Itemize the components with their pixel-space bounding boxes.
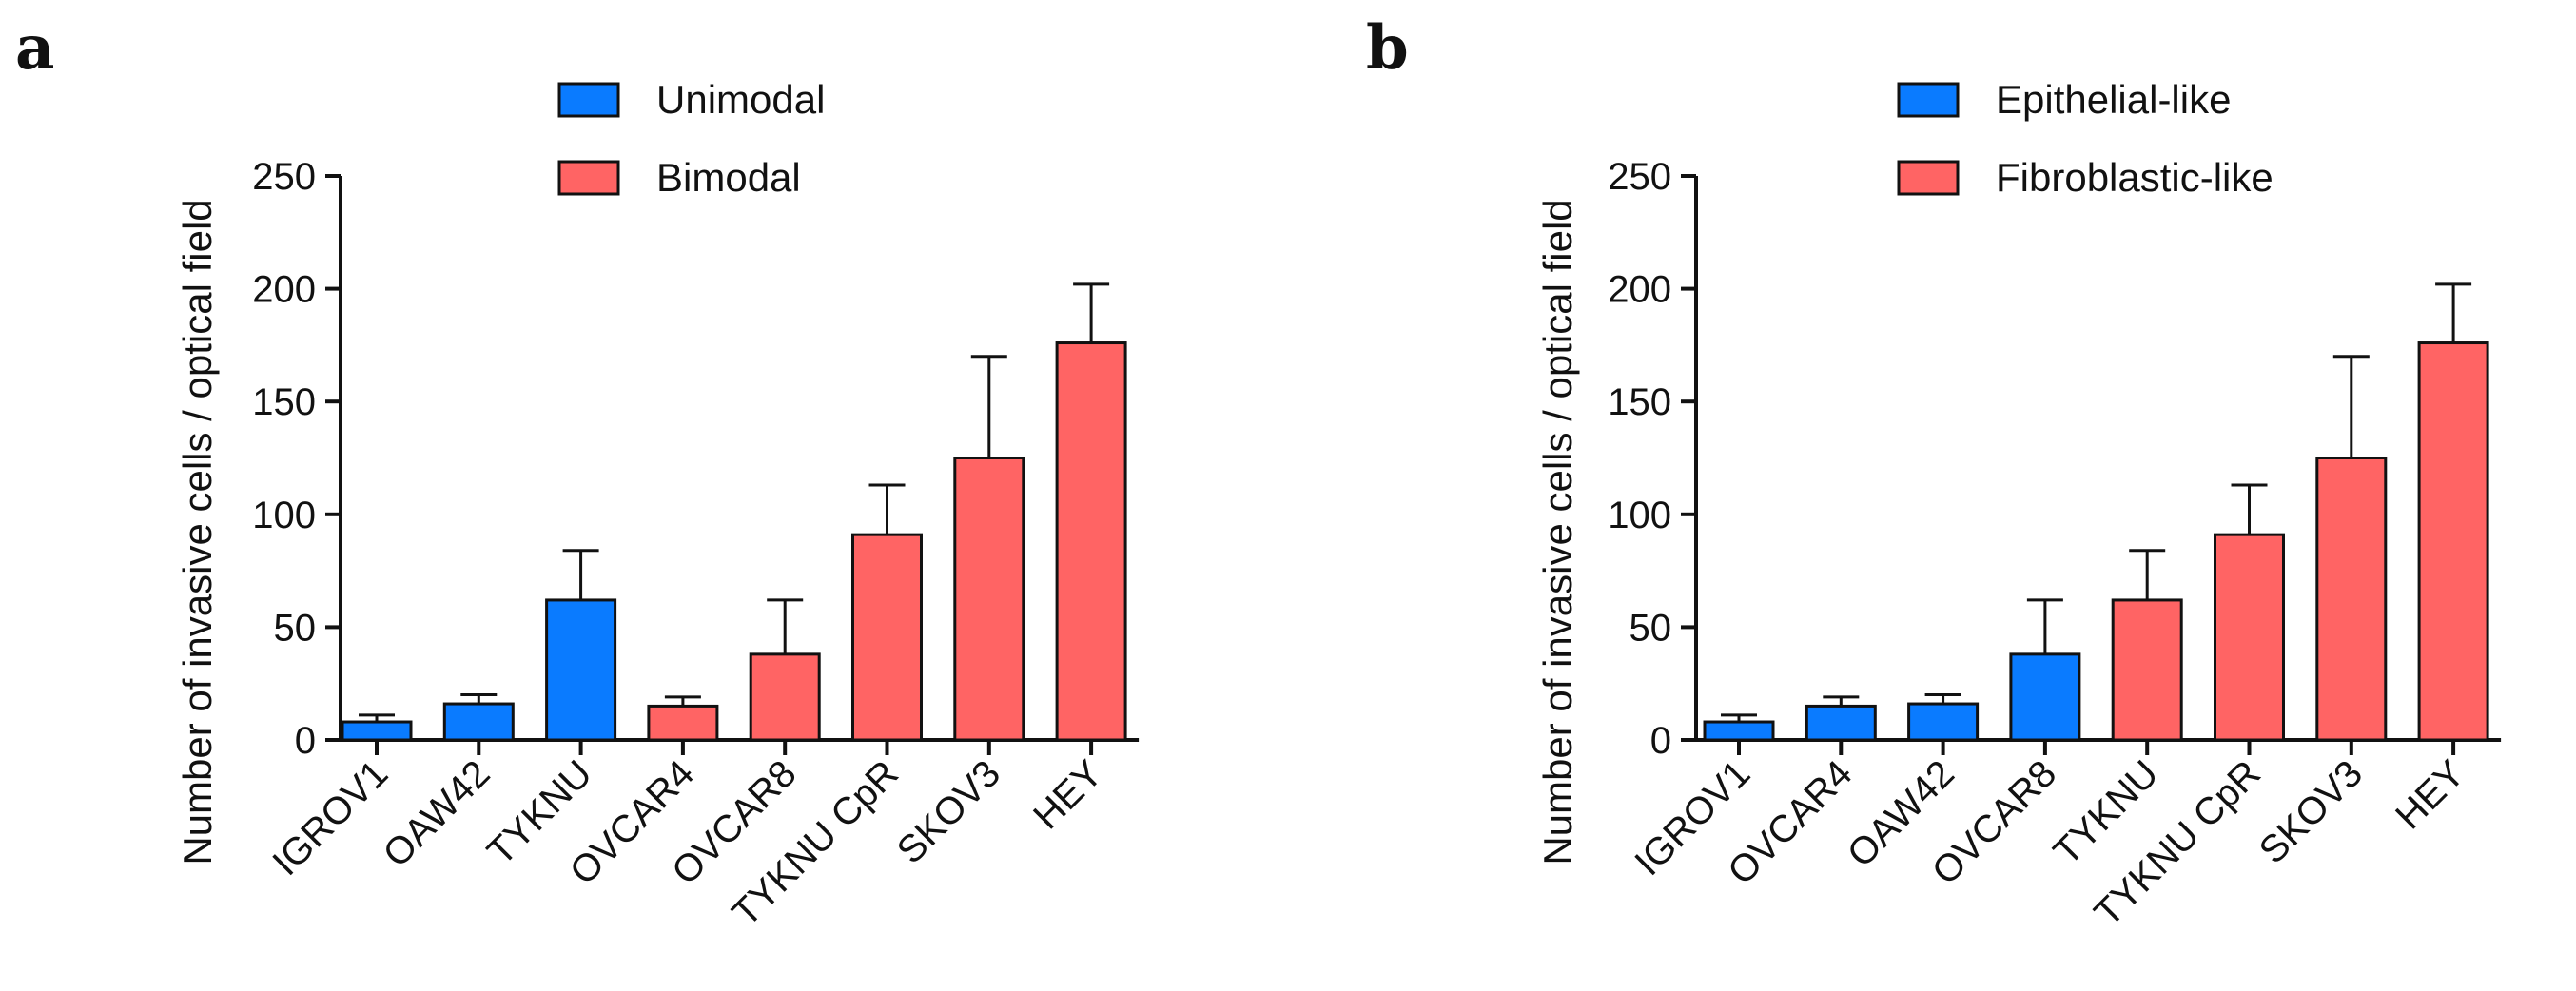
x-tick-label: OAW42 bbox=[376, 752, 498, 875]
legend-label: Epithelial-like bbox=[1996, 77, 2231, 122]
legend-label: Unimodal bbox=[656, 77, 825, 122]
legend-label: Bimodal bbox=[656, 155, 801, 200]
y-tick-label: 50 bbox=[1630, 607, 1672, 649]
y-tick-label: 200 bbox=[252, 269, 316, 311]
y-tick-label: 100 bbox=[252, 495, 316, 536]
y-tick-label: 100 bbox=[1608, 495, 1671, 536]
bar-tyknu-cpr bbox=[851, 533, 923, 742]
panel-letter: b bbox=[1366, 12, 1409, 84]
chart-panel-b: b Epithelial-like Fibroblastic-like 0 50 100 1… bbox=[1366, 12, 2502, 935]
y-tick-label: 0 bbox=[295, 720, 316, 762]
bar-tyknu bbox=[545, 598, 617, 742]
y-axis-title: Number of invasive cells / optical field bbox=[175, 199, 220, 865]
y-tick-label: 150 bbox=[1608, 381, 1671, 423]
x-tick-label: SKOV3 bbox=[2252, 752, 2371, 871]
bar-hey bbox=[2417, 341, 2489, 742]
bar-ovcar8 bbox=[749, 652, 821, 742]
y-tick-label: 250 bbox=[252, 156, 316, 198]
x-tick-label: HEY bbox=[2388, 752, 2472, 837]
y-axis-title: Number of invasive cells / optical field bbox=[1535, 199, 1580, 865]
bar-ovcar8 bbox=[2009, 652, 2081, 742]
bar-ovcar4 bbox=[647, 704, 719, 742]
legend-swatch bbox=[557, 82, 620, 118]
y-tick-label: 200 bbox=[1608, 269, 1671, 311]
legend-swatch bbox=[557, 160, 620, 196]
legend-swatch bbox=[1897, 160, 1960, 196]
bar-hey bbox=[1055, 341, 1127, 742]
legend-swatch bbox=[1897, 82, 1960, 118]
bar-tyknu bbox=[2111, 598, 2183, 742]
bar-igrov1 bbox=[341, 720, 413, 742]
x-tick-label: HEY bbox=[1025, 752, 1110, 837]
bar-tyknu-cpr bbox=[2214, 533, 2285, 742]
panel-letter: a bbox=[15, 12, 54, 84]
bar-oaw42 bbox=[1907, 702, 1980, 742]
x-tick-label: IGROV1 bbox=[264, 752, 396, 884]
bar-oaw42 bbox=[442, 702, 515, 742]
chart-panel-a: a Unimodal Bimodal 0 50 100 150 200 250 Number of… bbox=[15, 12, 1140, 935]
x-tick-label: SKOV3 bbox=[889, 752, 1008, 871]
y-tick-label: 0 bbox=[1650, 720, 1671, 762]
legend-label: Fibroblastic-like bbox=[1996, 155, 2274, 200]
bar-ovcar4 bbox=[1805, 704, 1877, 742]
y-tick-label: 50 bbox=[274, 607, 317, 649]
bar-igrov1 bbox=[1703, 720, 1775, 742]
y-tick-label: 150 bbox=[252, 381, 316, 423]
y-tick-label: 250 bbox=[1608, 156, 1671, 198]
bar-skov3 bbox=[953, 457, 1025, 742]
bar-skov3 bbox=[2315, 457, 2388, 742]
